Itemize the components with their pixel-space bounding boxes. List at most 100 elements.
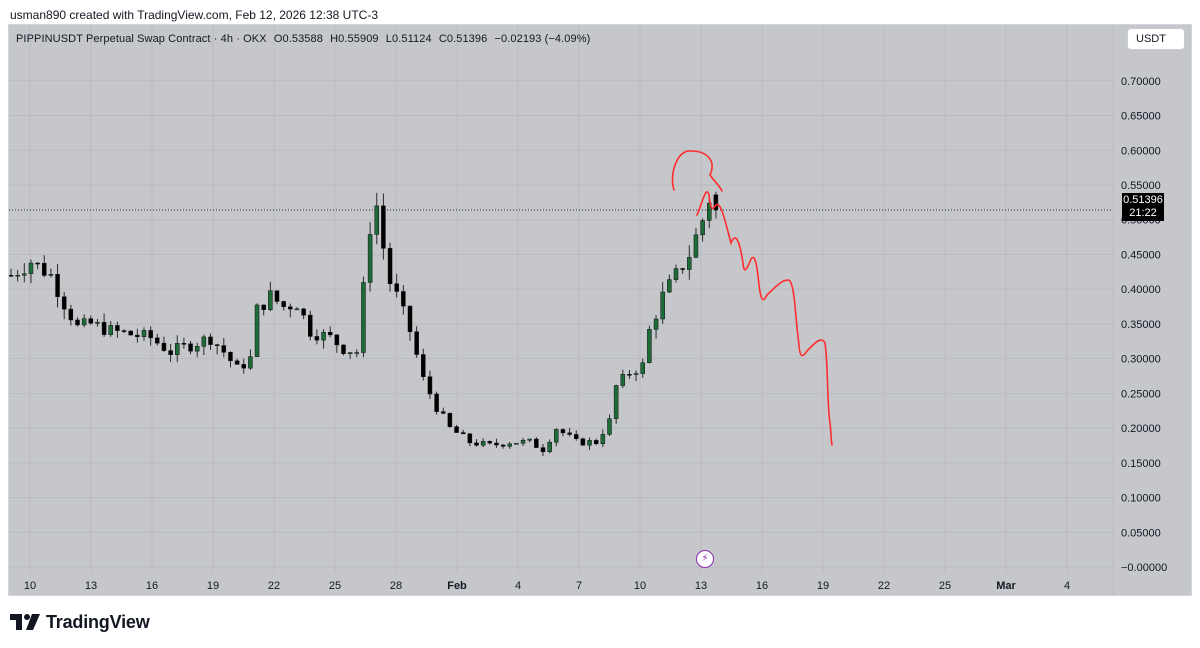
bar-countdown: 21:22 <box>1129 207 1157 219</box>
candle-body <box>554 429 559 443</box>
time-tick-label: 19 <box>207 580 219 592</box>
change-value: −0.02193 (−4.09%) <box>494 33 591 45</box>
candle-body <box>381 205 386 249</box>
time-tick-label: 19 <box>817 580 829 592</box>
candle-body <box>141 330 147 337</box>
chart-frame[interactable]: 0.700000.650000.600000.550000.500000.450… <box>8 24 1192 596</box>
candle-body <box>361 282 366 353</box>
candle-body <box>407 305 413 332</box>
candle-body <box>673 268 679 280</box>
open-value: O0.53588 <box>273 33 323 45</box>
candle-body <box>81 318 87 326</box>
candle-body <box>367 234 373 283</box>
candle-body <box>201 336 207 347</box>
candle-body <box>487 441 493 444</box>
candle-body <box>547 441 552 453</box>
candle-body <box>95 322 100 324</box>
lightning-icon[interactable]: ⚡ <box>696 550 714 568</box>
candle-body <box>560 429 566 434</box>
candle-body <box>534 438 539 448</box>
candle-body <box>35 262 40 265</box>
candle-body <box>574 434 579 439</box>
candle-body <box>707 202 712 221</box>
last-price-label: 0.51396 21:22 <box>1122 193 1164 221</box>
price-tick-label: 0.70000 <box>1121 76 1161 88</box>
candle-body <box>268 290 273 310</box>
candle-body <box>28 262 34 274</box>
candle-body <box>88 318 94 324</box>
currency-button[interactable]: USDT <box>1127 28 1185 50</box>
candle-body <box>454 426 459 433</box>
candle-body <box>441 411 446 414</box>
candle-body <box>693 234 699 258</box>
brand-wordmark: TradingView <box>46 611 150 632</box>
candle-body <box>9 275 14 277</box>
price-tick-label: 0.30000 <box>1121 354 1161 366</box>
time-tick-label: 4 <box>1064 580 1070 592</box>
candle-body <box>460 432 466 435</box>
candle-body <box>567 432 572 435</box>
candle-body <box>308 314 313 337</box>
author-credit: usman890 created with TradingView.com, F… <box>10 8 378 22</box>
price-tick-label: −0.00000 <box>1121 562 1167 574</box>
candle-body <box>314 336 320 341</box>
time-tick-label: 22 <box>878 580 890 592</box>
candle-body <box>61 296 67 310</box>
price-tick-label: 0.65000 <box>1121 111 1161 123</box>
candle-body <box>228 352 233 362</box>
candle-body <box>627 374 632 376</box>
candle-body <box>221 345 227 353</box>
candle-body <box>520 439 526 444</box>
candle-body <box>421 354 426 377</box>
candle-body <box>374 205 379 235</box>
chart-background <box>9 25 1191 595</box>
time-tick-label: 10 <box>24 580 36 592</box>
candle-body <box>474 442 479 446</box>
candle-body <box>540 447 546 453</box>
time-tick-label: 28 <box>390 580 402 592</box>
price-tick-label: 0.60000 <box>1121 145 1161 157</box>
time-tick-label: 25 <box>939 580 951 592</box>
candle-body <box>387 248 393 284</box>
candle-body <box>115 325 120 331</box>
candle-body <box>101 322 107 335</box>
candle-body <box>527 438 532 441</box>
candle-body <box>128 330 133 336</box>
candle-body <box>434 393 439 412</box>
candles <box>9 191 719 457</box>
candle-body <box>633 373 639 375</box>
candle-body <box>647 329 652 363</box>
price-chart[interactable]: 0.700000.650000.600000.550000.500000.450… <box>9 25 1192 596</box>
candle-body <box>500 444 506 447</box>
projection-path <box>696 191 833 446</box>
candle-body <box>214 344 220 346</box>
time-tick-label: 16 <box>756 580 768 592</box>
candle-body <box>341 344 346 354</box>
candle-body <box>334 334 340 346</box>
candle-body <box>42 262 47 276</box>
highlight-arc <box>671 150 723 192</box>
time-tick-label: Feb <box>447 580 467 592</box>
price-tick-label: 0.35000 <box>1121 319 1161 331</box>
candle-body <box>494 442 499 446</box>
candle-body <box>188 343 193 352</box>
price-tick-label: 0.45000 <box>1121 249 1161 261</box>
candle-body <box>208 336 213 345</box>
candle-body <box>507 443 512 447</box>
candle-body <box>480 441 486 446</box>
tv-logo-icon <box>10 614 40 630</box>
candle-body <box>467 433 473 444</box>
candle-body <box>48 274 54 276</box>
time-tick-label: Mar <box>996 580 1016 592</box>
candle-body <box>168 350 173 355</box>
candle-body <box>401 291 406 307</box>
low-value: L0.51124 <box>385 33 432 45</box>
close-value: C0.51396 <box>438 33 488 45</box>
candle-body <box>327 331 333 336</box>
price-tick-label: 0.10000 <box>1121 493 1161 505</box>
candle-body <box>687 257 692 270</box>
candle-body <box>68 308 74 321</box>
candle-body <box>447 413 453 427</box>
candle-body <box>653 318 659 330</box>
